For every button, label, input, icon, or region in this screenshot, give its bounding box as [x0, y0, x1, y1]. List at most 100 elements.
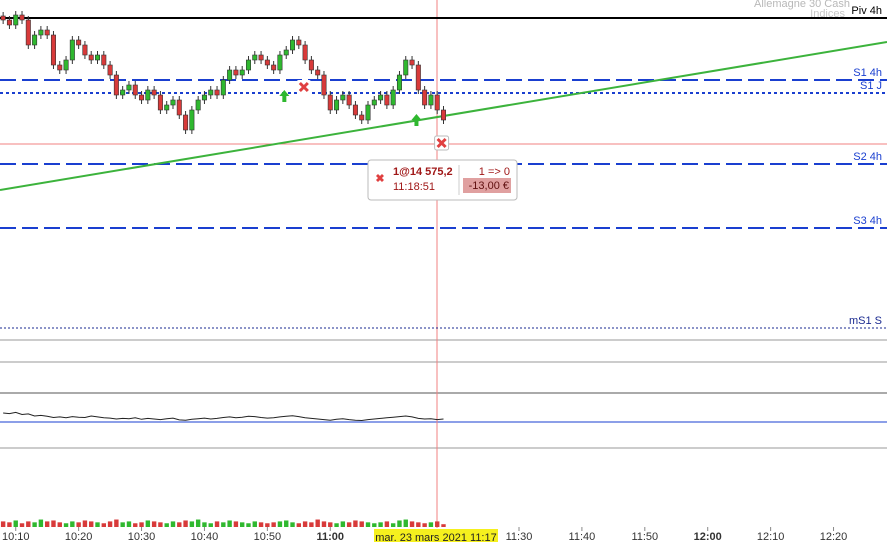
- candle-body: [384, 94, 390, 106]
- volume-bar: [114, 519, 119, 527]
- candle-body: [195, 99, 201, 111]
- level-label: S2 4h: [853, 151, 882, 163]
- volume-bar: [70, 521, 75, 527]
- candle-body: [164, 104, 170, 111]
- candle-body: [157, 94, 163, 111]
- volume-bar: [346, 522, 352, 527]
- candle-body: [327, 94, 333, 111]
- volume-bar: [265, 523, 270, 527]
- candle-body: [132, 84, 138, 96]
- candle-body: [57, 64, 63, 71]
- volume-bar: [315, 519, 320, 527]
- volume-bar: [57, 522, 62, 527]
- volume-bar: [296, 523, 302, 527]
- candle-body: [189, 109, 195, 131]
- candle-body: [428, 94, 434, 106]
- volume-bar: [378, 522, 383, 527]
- x-tick-label: 10:30: [128, 531, 156, 542]
- volume-bar: [284, 520, 289, 527]
- volume-bar: [353, 520, 358, 527]
- volume-bar: [151, 521, 157, 527]
- volume-bar: [195, 519, 201, 527]
- candle-body: [32, 34, 38, 46]
- pnl-box: [463, 178, 511, 193]
- candle-body: [183, 114, 189, 131]
- candle-body: [107, 64, 113, 76]
- candle-body: [409, 59, 415, 66]
- candle-body: [258, 54, 264, 61]
- volume-bar: [170, 521, 176, 527]
- cursor-date-box: [374, 529, 498, 542]
- volume-bar: [422, 523, 427, 527]
- market-name: Indices: [810, 8, 845, 20]
- candle-body: [396, 74, 402, 91]
- candle-body: [151, 89, 157, 96]
- cursor-date: mar. 23 mars 2021 11:17: [375, 532, 496, 542]
- candle-body: [69, 39, 75, 61]
- volume-bar: [13, 520, 18, 527]
- candle-body: [359, 114, 365, 121]
- candle-body: [245, 59, 251, 71]
- volume-bar: [0, 521, 6, 527]
- volume-bar: [164, 523, 169, 527]
- volume-bar: [7, 522, 12, 527]
- volume-bar: [372, 523, 377, 527]
- volume-bar: [340, 521, 346, 527]
- volume-bar: [328, 522, 333, 527]
- plot-layer: 10:10 10:20 10:30 10:40 10:50 11:00 11:30 11:40…: [0, 5, 887, 542]
- position-text: 1 => 0: [479, 166, 510, 178]
- x-tick-label: 10:50: [254, 531, 282, 542]
- candle-body: [63, 59, 69, 71]
- candle-body: [145, 89, 151, 101]
- level-label: S1 J: [860, 80, 882, 92]
- volume-bar: [95, 522, 100, 527]
- entry-arrow: [411, 114, 422, 126]
- candle-body: [271, 64, 277, 71]
- candle-body: [38, 29, 44, 36]
- volume-bar: [183, 520, 188, 527]
- volume-bar: [384, 521, 390, 527]
- candle-body: [352, 104, 358, 116]
- candle-body: [113, 74, 119, 96]
- volume-bar: [271, 522, 276, 527]
- candle-body: [139, 94, 145, 101]
- volume-bar: [126, 521, 132, 527]
- volume-bar: [82, 520, 88, 527]
- volume-bar: [435, 521, 440, 527]
- candle-body: [290, 39, 296, 51]
- volume-bar: [120, 522, 125, 527]
- candle-body: [201, 94, 207, 101]
- candle-body: [434, 94, 440, 111]
- candle-body: [283, 49, 289, 56]
- volume-bar: [416, 522, 421, 527]
- close-icon[interactable]: ✖: [375, 173, 384, 185]
- volume-bar: [26, 521, 31, 527]
- volume-bar: [258, 522, 264, 527]
- volume-bar: [89, 521, 94, 527]
- order-text: 1@14 575,2: [393, 166, 453, 178]
- volume-bar: [177, 522, 182, 527]
- candle-body: [308, 59, 314, 71]
- oscillator-line: [3, 411, 444, 422]
- volume-bar: [133, 523, 138, 527]
- candle-body: [220, 79, 226, 96]
- volume-bar: [19, 523, 25, 527]
- volume-bar: [403, 519, 408, 527]
- volume-bar: [51, 520, 56, 527]
- volume-bar: [214, 521, 220, 527]
- candle-body: [264, 59, 270, 66]
- volume-bar: [239, 522, 245, 527]
- x-tick-label: 12:10: [757, 531, 785, 542]
- candle-body: [415, 64, 421, 91]
- order-time: 11:18:51: [393, 181, 435, 193]
- volume-bar: [277, 521, 283, 527]
- candle-body: [227, 69, 233, 81]
- level-label: mS1 S: [849, 315, 882, 327]
- candle-body: [365, 104, 371, 121]
- x-tick-label: 11:30: [506, 531, 533, 542]
- volume-bar: [32, 522, 37, 527]
- volume-bar: [309, 522, 314, 527]
- level-label: S1 4h: [853, 67, 882, 79]
- candle-body: [25, 19, 31, 46]
- volume-bar: [139, 522, 144, 527]
